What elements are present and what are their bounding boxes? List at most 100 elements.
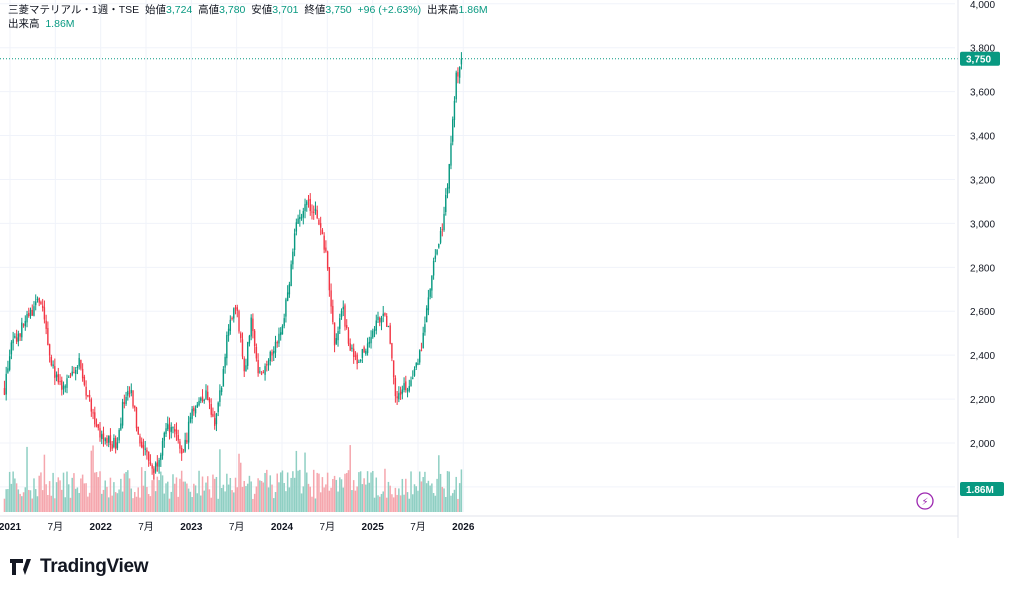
volume-bar xyxy=(33,478,35,512)
price-tick-label: 2,200 xyxy=(970,395,995,406)
candle-body xyxy=(3,388,6,395)
tradingview-brand[interactable]: TradingView xyxy=(10,556,149,578)
volume-bar xyxy=(215,476,218,512)
candle-body xyxy=(375,320,377,331)
candle-body xyxy=(193,407,195,412)
legend-low-label: 安値 xyxy=(251,4,273,16)
volume-bar xyxy=(130,488,133,512)
candle-body xyxy=(76,366,79,368)
candle-body xyxy=(177,434,179,441)
candle-body xyxy=(358,361,360,363)
candle-body xyxy=(422,332,424,349)
volume-bar xyxy=(76,487,79,512)
candle-body xyxy=(179,441,181,449)
candle-body xyxy=(354,355,357,357)
candle-body xyxy=(346,325,348,329)
volume-bar xyxy=(354,490,357,512)
candle-body xyxy=(328,267,331,291)
time-tick-label: 2025 xyxy=(362,522,385,533)
volume-bar xyxy=(64,497,67,512)
legend-volume: 1.86M xyxy=(458,4,488,16)
volume-bar xyxy=(127,470,129,512)
candle-body xyxy=(446,187,449,194)
candle-body xyxy=(219,390,221,402)
alert-icon[interactable]: ⚡ xyxy=(916,492,934,510)
candle-body xyxy=(111,444,113,449)
volume-bar xyxy=(50,495,53,512)
candle-body xyxy=(333,322,336,346)
volume-bar xyxy=(142,485,145,512)
lightning-icon[interactable]: ⚡ xyxy=(921,497,928,508)
volume-bar xyxy=(12,471,14,512)
volume-bar xyxy=(8,471,11,512)
volume-bar xyxy=(87,496,89,512)
alert-icon-circle[interactable] xyxy=(916,492,934,510)
volume-bar xyxy=(286,472,289,512)
volume-bar xyxy=(382,491,384,512)
candle-body xyxy=(311,211,313,213)
candle-body xyxy=(384,312,386,316)
candle-body xyxy=(413,369,416,376)
volume-bar xyxy=(325,484,327,512)
candle-body xyxy=(174,429,176,432)
candle-body xyxy=(64,386,66,388)
candle-body xyxy=(146,449,148,453)
volume-bar xyxy=(333,475,336,512)
candle-body xyxy=(349,343,351,351)
volume-bar xyxy=(15,483,18,512)
volume-bar xyxy=(144,470,146,512)
candle-body xyxy=(156,462,159,467)
volume-bar xyxy=(401,478,404,512)
volume-bar xyxy=(125,472,127,512)
candle-body xyxy=(399,391,402,395)
volume-bar xyxy=(109,477,112,512)
volume-bar xyxy=(443,488,445,512)
axis-badges: 3,750 1.86M xyxy=(960,51,1004,496)
candle-body xyxy=(457,72,459,77)
candle-body xyxy=(252,318,254,332)
time-axis[interactable]: 2021 7月 2022 7月 2023 7月 2024 7月 2025 7月 2026 xyxy=(0,515,958,533)
candle-body xyxy=(278,333,280,344)
candle-body xyxy=(134,405,136,408)
candle-body xyxy=(43,307,46,320)
volume-bar xyxy=(28,489,30,512)
volume-bar xyxy=(373,497,376,512)
candle-body xyxy=(71,371,73,376)
candle-body xyxy=(210,403,212,415)
candle-body xyxy=(271,352,273,356)
volume-bar xyxy=(412,494,414,512)
price-axis[interactable]: 1,8002,0002,2002,4002,6002,8003,0003,200… xyxy=(957,0,995,538)
volume-bar xyxy=(22,492,25,512)
candle-body xyxy=(153,468,155,473)
volume-bar xyxy=(154,491,157,512)
volume-bar xyxy=(368,482,371,512)
volume-bar xyxy=(314,498,317,512)
candle-body xyxy=(114,437,117,450)
candle-body xyxy=(132,390,134,407)
candle-body xyxy=(233,308,235,319)
candle-body xyxy=(236,307,238,311)
candle-body xyxy=(213,418,216,426)
candle-body xyxy=(94,412,96,425)
candle-body xyxy=(297,218,299,224)
volume-bar xyxy=(213,478,216,512)
candle-body xyxy=(14,335,16,338)
candle-body xyxy=(40,301,42,305)
candle-body xyxy=(288,284,291,295)
candle-body xyxy=(160,454,162,461)
volume-bar xyxy=(295,450,298,512)
candle-body xyxy=(147,451,150,462)
candle-body xyxy=(61,380,63,390)
time-tick-label: 7月 xyxy=(410,521,426,533)
volume-bar xyxy=(300,493,303,512)
volume-bar xyxy=(318,473,320,512)
volume-bar xyxy=(279,472,282,512)
candle-body xyxy=(299,216,301,220)
candle-body xyxy=(10,342,13,355)
volume-bar xyxy=(432,493,435,512)
candle-body xyxy=(332,305,334,322)
volume-bar xyxy=(266,469,268,512)
volume-bar xyxy=(54,498,56,512)
volume-bar xyxy=(410,471,412,512)
